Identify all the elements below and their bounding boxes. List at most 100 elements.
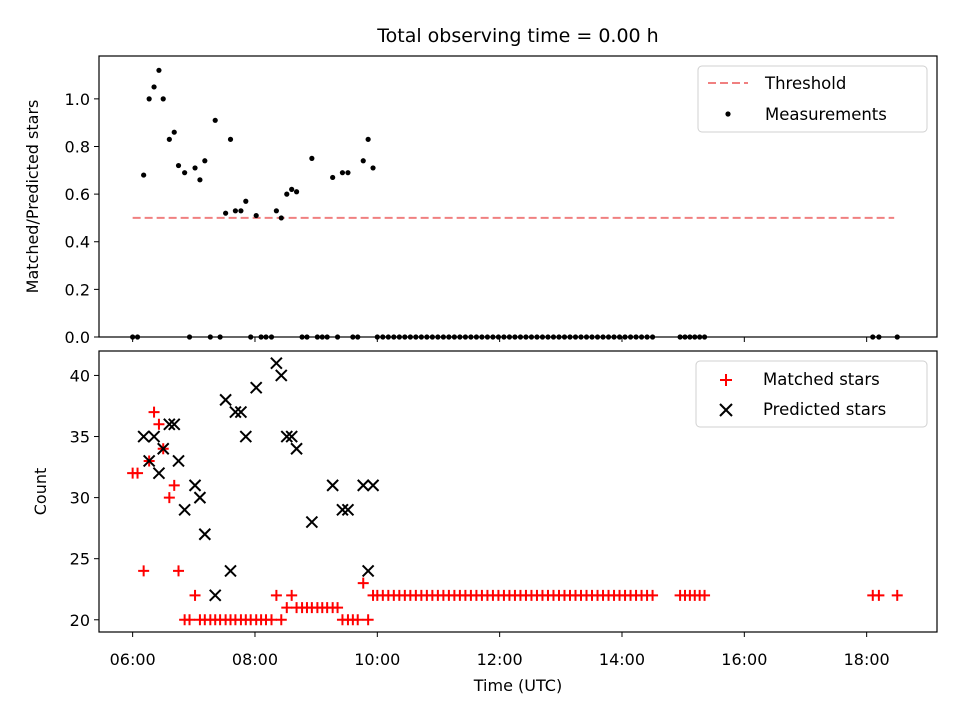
predicted-star-point xyxy=(229,405,242,419)
matched-star-point xyxy=(138,565,150,577)
predicted-star-point xyxy=(178,503,191,517)
top-y-tick-label: 0.6 xyxy=(65,185,90,204)
x-tick-label: 16:00 xyxy=(721,650,767,669)
measurement-point xyxy=(171,129,177,135)
measurement-point xyxy=(202,158,208,164)
matched-star-point xyxy=(153,418,165,430)
measurement-point xyxy=(197,177,203,183)
measurements-layer xyxy=(130,67,900,340)
predicted-star-point xyxy=(142,454,156,468)
matched-star-point xyxy=(357,577,369,589)
predicted-star-point xyxy=(336,503,349,517)
predicted-star-point xyxy=(239,430,253,443)
measurement-point xyxy=(212,117,218,123)
matched-star-point xyxy=(332,602,344,614)
bottom-y-tick-label: 20 xyxy=(70,611,90,630)
predicted-star-point xyxy=(234,405,248,419)
x-tick-label: 06:00 xyxy=(110,650,156,669)
predicted-star-point xyxy=(219,393,232,407)
measurement-point xyxy=(146,96,152,102)
measurement-point xyxy=(278,215,284,221)
legend-measurements-swatch xyxy=(725,111,731,117)
measurement-point xyxy=(192,165,198,171)
top-y-axis-label: Matched/Predicted stars xyxy=(23,100,42,294)
predicted-star-point xyxy=(224,564,237,578)
legend-measurements-label: Measurements xyxy=(765,105,887,124)
x-tick-label: 08:00 xyxy=(232,650,278,669)
x-tick-label: 14:00 xyxy=(599,650,645,669)
measurement-point xyxy=(339,170,346,176)
predicted-star-point xyxy=(193,491,207,504)
measurement-point xyxy=(232,208,239,214)
top-legend-box xyxy=(697,65,928,133)
x-tick-label: 10:00 xyxy=(354,650,400,669)
measurement-point xyxy=(309,155,315,161)
predicted-star-point xyxy=(275,369,288,382)
measurement-point xyxy=(293,189,300,195)
predicted-star-point xyxy=(357,479,370,492)
legend-matched-label: Matched stars xyxy=(763,370,880,389)
top-y-ticks: 0.0 0.2 0.4 0.6 0.8 1.0 xyxy=(65,90,99,347)
matched-star-point xyxy=(699,589,711,601)
matched-star-point xyxy=(647,589,659,601)
matched-star-point xyxy=(891,589,903,601)
bottom-legend-box xyxy=(695,360,928,428)
measurement-point xyxy=(156,67,162,73)
bottom-y-tick-label: 30 xyxy=(70,489,90,508)
bottom-axes-frame xyxy=(98,350,938,633)
predicted-star-point xyxy=(168,418,181,431)
measurement-point xyxy=(141,172,147,178)
matched-star-point xyxy=(173,565,185,577)
measurement-point xyxy=(289,186,295,192)
x-tick-label: 18:00 xyxy=(844,650,890,669)
top-panel: 0.0 0.2 0.4 0.6 0.8 1.0 Matched/Predicted sta… xyxy=(23,55,938,347)
counts-layer xyxy=(127,357,903,626)
top-y-tick-label: 0.2 xyxy=(65,280,90,299)
matched-star-point xyxy=(281,602,293,614)
measurement-point xyxy=(223,210,229,216)
legend-predicted-label: Predicted stars xyxy=(763,400,886,419)
matched-star-point xyxy=(265,614,277,626)
legend-threshold-label: Threshold xyxy=(764,74,846,93)
bottom-panel: 20 25 30 35 40 06:00 08:00 10:00 12:00 14:00 16:0… xyxy=(31,350,938,695)
predicted-star-point xyxy=(280,430,293,443)
chart-title: Total observing time = 0.00 h xyxy=(376,25,658,47)
bottom-x-ticks: 06:00 08:00 10:00 12:00 14:00 16:00 18:00 xyxy=(110,632,890,669)
bottom-y-ticks: 20 25 30 35 40 xyxy=(70,366,99,630)
top-axes-frame xyxy=(98,55,938,338)
matched-star-point xyxy=(168,479,180,491)
top-y-tick-label: 1.0 xyxy=(65,90,90,109)
measurement-point xyxy=(253,212,259,219)
measurement-point xyxy=(273,208,279,214)
top-y-tick-label: 0.8 xyxy=(65,137,90,156)
top-legend: Threshold Measurements xyxy=(697,65,928,133)
top-y-tick-label: 0.4 xyxy=(65,233,90,252)
predicted-star-point xyxy=(188,479,202,492)
measurement-point xyxy=(175,162,182,169)
predicted-star-point xyxy=(172,454,185,468)
measurement-point xyxy=(166,136,172,142)
matched-star-point xyxy=(270,589,282,601)
measurement-point xyxy=(345,170,351,176)
predicted-star-point xyxy=(361,564,375,578)
predicted-star-point xyxy=(198,528,212,541)
measurement-point xyxy=(243,198,249,204)
measurement-point xyxy=(370,165,376,171)
predicted-star-point xyxy=(163,418,176,431)
predicted-star-point xyxy=(147,430,161,443)
top-y-tick-label: 0.0 xyxy=(65,328,90,347)
x-axis-label: Time (UTC) xyxy=(473,676,562,695)
predicted-star-point xyxy=(341,503,355,517)
predicted-star-point xyxy=(137,430,150,443)
matched-star-point xyxy=(275,614,287,626)
matched-star-point xyxy=(132,467,144,479)
predicted-star-point xyxy=(270,357,283,370)
matched-star-point xyxy=(148,406,160,418)
bottom-y-tick-label: 35 xyxy=(70,428,90,447)
predicted-star-point xyxy=(157,442,170,455)
matched-star-point xyxy=(362,614,374,626)
top-x-ticks xyxy=(132,337,868,342)
bottom-legend: Matched stars Predicted stars xyxy=(695,360,928,428)
measurement-point xyxy=(151,84,157,90)
